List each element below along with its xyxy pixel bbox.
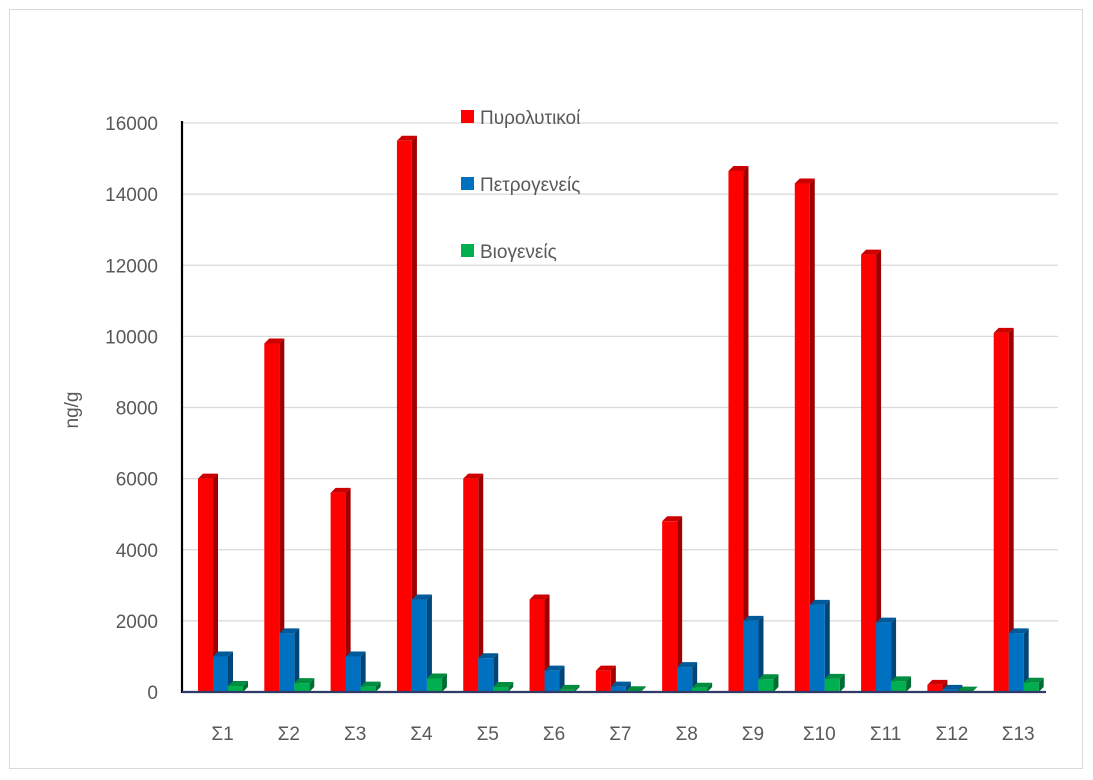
bar (228, 680, 248, 692)
legend-swatch (461, 110, 474, 123)
bar (610, 681, 631, 692)
x-tick-label: Σ7 (609, 724, 631, 745)
bar (279, 628, 300, 692)
x-tick-label: Σ8 (675, 724, 697, 745)
legend-item: Βιογενείς (461, 242, 557, 263)
x-tick-label: Σ6 (543, 724, 565, 745)
bar (728, 166, 749, 692)
legend-label: Πετρογενείς (480, 175, 580, 196)
x-tick-label: Σ11 (870, 724, 901, 745)
bar (198, 473, 218, 692)
bar (345, 651, 366, 692)
bar (330, 487, 351, 692)
y-tick-label: 2000 (116, 612, 158, 633)
x-tick-label: Σ13 (1002, 724, 1035, 745)
bar (1008, 628, 1029, 692)
bar (478, 653, 499, 692)
y-tick-label: 12000 (105, 256, 158, 277)
bar (692, 682, 713, 692)
bar (758, 674, 779, 692)
y-tick-label: 14000 (105, 185, 158, 206)
bar (463, 473, 484, 692)
bar (891, 676, 912, 692)
bar (824, 673, 845, 692)
x-tick-label: Σ3 (344, 724, 366, 745)
bar (809, 599, 830, 692)
bar (396, 135, 417, 692)
bar (662, 516, 683, 692)
gridlines (182, 122, 1058, 622)
x-tick-label: Σ2 (278, 724, 300, 745)
bar (1023, 677, 1044, 692)
legend: Πυρολυτικοί Πετρογενείς Βιογενείς (461, 108, 581, 263)
bar (993, 327, 1014, 692)
bar (861, 249, 882, 693)
y-tick-label: 4000 (116, 541, 158, 562)
y-axis-title: ng/g (62, 392, 83, 429)
axes: 0 2000 4000 6000 8000 10000 12000 14000 16000 Σ1 Σ… (105, 114, 1046, 745)
bar (743, 615, 764, 692)
x-tick-label: Σ10 (803, 724, 836, 745)
legend-item: Πυρολυτικοί (461, 108, 581, 129)
bar (493, 682, 514, 692)
bar (294, 678, 315, 692)
bar (794, 178, 815, 693)
y-tick-label: 16000 (105, 114, 158, 135)
x-tick-label: Σ9 (742, 724, 764, 745)
bar (544, 665, 565, 692)
y-tick-label: 10000 (105, 327, 158, 348)
bar (677, 662, 698, 692)
x-tick-label: Σ4 (410, 724, 433, 745)
bar (876, 617, 897, 692)
bar (360, 681, 381, 692)
bars (198, 135, 1044, 693)
bar (264, 338, 285, 692)
bar (213, 651, 233, 692)
legend-label: Πυρολυτικοί (480, 108, 581, 129)
bar (426, 673, 447, 692)
legend-label: Βιογενείς (480, 242, 557, 263)
y-tick-label: 6000 (116, 470, 158, 491)
x-tick-label: Σ12 (935, 724, 968, 745)
bar (411, 594, 432, 692)
legend-swatch (461, 177, 474, 190)
x-tick-label: Σ5 (477, 724, 499, 745)
legend-item: Πετρογενείς (461, 175, 580, 196)
x-tick-label: Σ1 (211, 724, 233, 745)
legend-swatch (461, 244, 474, 257)
y-tick-label: 8000 (116, 399, 158, 420)
y-tick-label: 0 (147, 683, 158, 704)
